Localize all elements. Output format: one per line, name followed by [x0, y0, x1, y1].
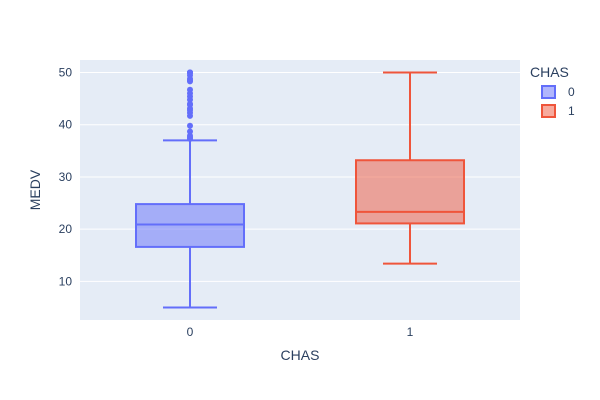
y-tick-label: 10	[59, 274, 73, 288]
legend-swatch	[541, 85, 556, 99]
outlier-point	[187, 135, 193, 142]
legend-label: 1	[568, 104, 575, 118]
y-axis-title: MEDV	[27, 169, 43, 210]
box-series-group	[135, 69, 465, 309]
iqr-box	[135, 203, 245, 248]
legend: CHAS 0 1	[530, 64, 575, 118]
y-tick-label: 20	[59, 222, 73, 236]
box-series-0	[135, 69, 245, 309]
outlier-point	[187, 112, 193, 119]
legend-swatch	[541, 104, 556, 118]
legend-item-0[interactable]: 0	[541, 85, 575, 99]
y-tick-labels: 10 20 30 40 50	[59, 66, 73, 289]
legend-item-1[interactable]: 1	[541, 104, 575, 118]
x-tick-label: 0	[187, 325, 194, 339]
outlier-point	[187, 122, 193, 129]
legend-title: CHAS	[530, 64, 569, 80]
iqr-box	[355, 159, 465, 225]
x-tick-label: 1	[407, 325, 414, 339]
outlier-point	[187, 128, 193, 135]
legend-label: 0	[568, 85, 575, 99]
y-tick-label: 30	[59, 170, 73, 184]
box-series-1	[355, 71, 465, 265]
y-tick-label: 50	[59, 66, 73, 80]
outlier-point	[187, 96, 193, 103]
x-axis-title: CHAS	[281, 347, 320, 363]
outlier-point	[187, 78, 193, 85]
y-tick-label: 40	[59, 118, 73, 132]
